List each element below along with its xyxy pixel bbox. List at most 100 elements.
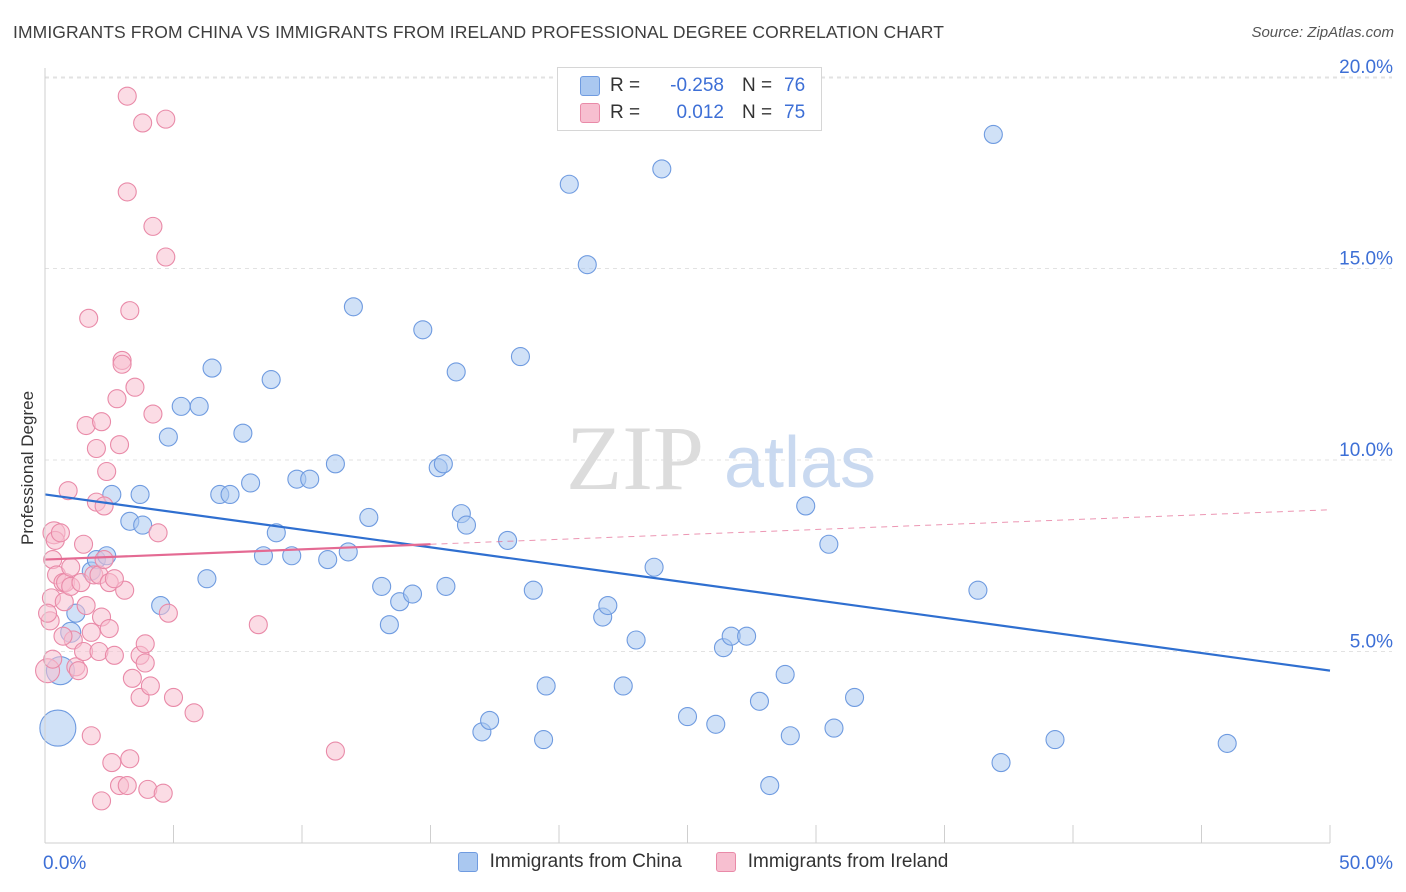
point-china bbox=[677, 707, 698, 727]
point-china bbox=[456, 515, 477, 535]
point-ireland bbox=[125, 377, 145, 397]
point-china bbox=[510, 347, 531, 367]
point-china bbox=[171, 396, 191, 416]
y-tick-label: 10.0% bbox=[1339, 440, 1393, 461]
point-china bbox=[780, 726, 800, 746]
legend-n-label: N = bbox=[742, 75, 773, 96]
legend-swatch-china bbox=[580, 76, 600, 96]
point-china bbox=[749, 691, 770, 711]
trend-layer bbox=[44, 493, 1331, 672]
point-ireland bbox=[117, 86, 137, 106]
point-china bbox=[844, 687, 865, 708]
trendline-china bbox=[44, 493, 1331, 672]
legend-n-label: N = bbox=[742, 102, 773, 123]
point-china bbox=[480, 710, 500, 730]
point-china bbox=[819, 534, 839, 554]
point-china bbox=[706, 714, 726, 734]
point-ireland bbox=[76, 595, 96, 616]
series-legend-china: Immigrants from China bbox=[457, 851, 682, 873]
point-ireland bbox=[148, 523, 168, 543]
point-ireland bbox=[50, 523, 70, 543]
point-ireland bbox=[86, 438, 106, 459]
point-china bbox=[534, 730, 554, 750]
point-ireland bbox=[94, 550, 114, 570]
series-legend: Immigrants from China Immigrants from Ir… bbox=[0, 851, 1406, 873]
point-ireland bbox=[184, 703, 204, 723]
point-ireland bbox=[112, 354, 132, 374]
point-ireland bbox=[120, 301, 140, 321]
point-china bbox=[968, 580, 988, 600]
point-ireland bbox=[117, 775, 137, 796]
y-tick-label: 5.0% bbox=[1350, 632, 1393, 653]
point-china bbox=[372, 576, 392, 596]
point-china bbox=[523, 580, 543, 600]
point-ireland bbox=[104, 645, 124, 665]
point-china bbox=[598, 595, 618, 616]
grid-layer bbox=[45, 76, 1392, 652]
point-ireland bbox=[143, 216, 163, 236]
point-ireland bbox=[99, 618, 119, 639]
point-china bbox=[577, 255, 597, 275]
point-china bbox=[253, 546, 274, 566]
point-china bbox=[359, 507, 379, 528]
point-china bbox=[436, 576, 456, 596]
axis-layer: 5.0% 10.0% 15.0% 20.0% 0.0% 50.0% bbox=[43, 57, 1393, 874]
point-china bbox=[325, 454, 345, 474]
point-china bbox=[413, 320, 433, 340]
point-china bbox=[318, 550, 338, 570]
point-china bbox=[983, 124, 1003, 144]
point-china bbox=[652, 159, 672, 179]
point-ireland bbox=[58, 481, 78, 501]
series-swatch-ireland bbox=[715, 852, 736, 872]
point-ireland bbox=[163, 687, 184, 708]
point-ireland bbox=[68, 661, 88, 681]
point-ireland bbox=[158, 603, 178, 623]
point-ireland bbox=[107, 389, 127, 409]
point-ireland bbox=[156, 247, 176, 267]
point-ireland bbox=[325, 741, 345, 761]
point-china bbox=[133, 515, 153, 535]
point-china bbox=[158, 427, 178, 447]
point-ireland bbox=[79, 308, 99, 328]
point-ireland bbox=[133, 113, 153, 133]
point-china bbox=[338, 542, 358, 562]
point-ireland bbox=[91, 791, 112, 811]
point-china bbox=[796, 496, 816, 516]
legend-row-china: R = -0.258 N = 76 bbox=[580, 73, 805, 99]
point-china bbox=[626, 630, 646, 650]
legend-n-value: 75 bbox=[784, 102, 806, 123]
trendline-ireland bbox=[44, 543, 431, 561]
point-china bbox=[220, 484, 240, 505]
point-china bbox=[644, 557, 664, 577]
legend-swatch-ireland bbox=[580, 103, 600, 123]
point-ireland bbox=[120, 749, 140, 769]
point-china bbox=[379, 615, 399, 635]
series-label-china: Immigrants from China bbox=[489, 851, 682, 872]
point-ireland bbox=[38, 603, 58, 623]
point-ireland bbox=[97, 461, 117, 482]
point-china bbox=[402, 584, 423, 604]
point-china bbox=[300, 469, 320, 489]
point-ireland bbox=[43, 649, 63, 669]
point-china bbox=[737, 626, 757, 646]
point-china bbox=[433, 454, 453, 474]
trendline-ireland-extension bbox=[430, 509, 1331, 545]
watermark: ZIP atlas bbox=[566, 407, 876, 509]
point-china bbox=[446, 362, 466, 382]
point-ireland bbox=[53, 626, 73, 646]
source-label: Source: ZipAtlas.com bbox=[1251, 24, 1394, 41]
point-ireland bbox=[81, 622, 101, 642]
point-ireland bbox=[153, 783, 173, 803]
watermark-atlas: atlas bbox=[724, 423, 876, 503]
point-ireland bbox=[135, 653, 155, 673]
point-china bbox=[189, 396, 209, 416]
point-china bbox=[233, 423, 253, 443]
point-ireland bbox=[140, 676, 160, 696]
point-ireland bbox=[143, 404, 163, 424]
point-china bbox=[202, 358, 222, 378]
legend-row-ireland: R = 0.012 N = 75 bbox=[580, 100, 805, 126]
point-china bbox=[266, 523, 286, 543]
point-china bbox=[343, 297, 363, 317]
point-ireland bbox=[156, 109, 176, 129]
y-tick-label: 20.0% bbox=[1339, 57, 1393, 78]
